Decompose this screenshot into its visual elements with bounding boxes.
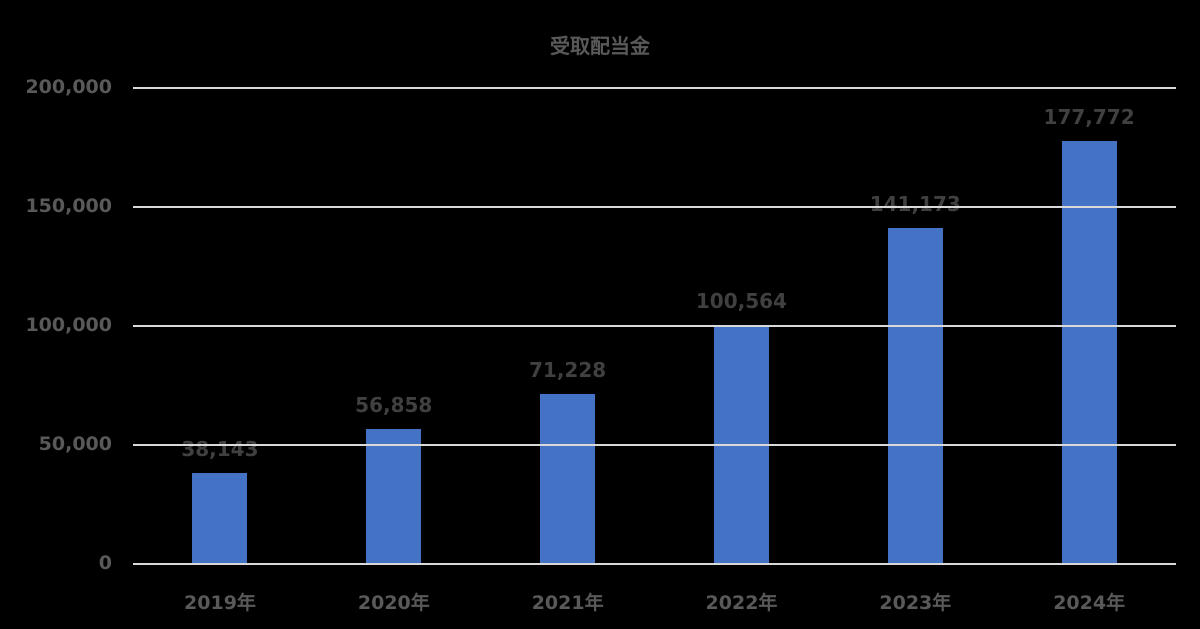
bar-2020年 bbox=[366, 428, 422, 564]
x-axis-tick-label: 2019年 bbox=[184, 592, 256, 614]
y-axis-tick-label: 200,000 bbox=[25, 76, 112, 98]
data-label: 177,772 bbox=[1043, 104, 1135, 129]
y-axis-tick-label: 0 bbox=[98, 552, 112, 574]
gridline bbox=[133, 563, 1176, 565]
bar-2023年 bbox=[887, 228, 943, 564]
x-axis-tick-label: 2024年 bbox=[1053, 592, 1126, 614]
data-label: 71,228 bbox=[528, 358, 607, 383]
x-axis-tick-label: 2023年 bbox=[879, 592, 952, 614]
bar-2024年 bbox=[1061, 140, 1117, 564]
x-axis-tick-label: 2020年 bbox=[357, 592, 430, 614]
gridline bbox=[133, 444, 1176, 446]
y-axis-tick-label: 50,000 bbox=[38, 433, 112, 455]
y-axis-tick-label: 100,000 bbox=[25, 314, 112, 336]
gridline bbox=[133, 206, 1176, 208]
data-label: 38,143 bbox=[181, 437, 259, 462]
bar-2021年 bbox=[540, 394, 596, 564]
bar-2019年 bbox=[192, 473, 248, 564]
data-label: 100,564 bbox=[695, 288, 787, 313]
gridline bbox=[133, 87, 1176, 89]
data-label: 141,173 bbox=[869, 192, 961, 216]
data-label: 56,858 bbox=[355, 392, 433, 417]
x-axis-tick-label: 2022年 bbox=[705, 592, 778, 614]
gridline bbox=[133, 325, 1176, 327]
y-axis-tick-label: 150,000 bbox=[25, 195, 112, 217]
x-axis-tick-label: 2021年 bbox=[531, 592, 604, 614]
chart-title: 受取配当金 bbox=[550, 34, 650, 58]
